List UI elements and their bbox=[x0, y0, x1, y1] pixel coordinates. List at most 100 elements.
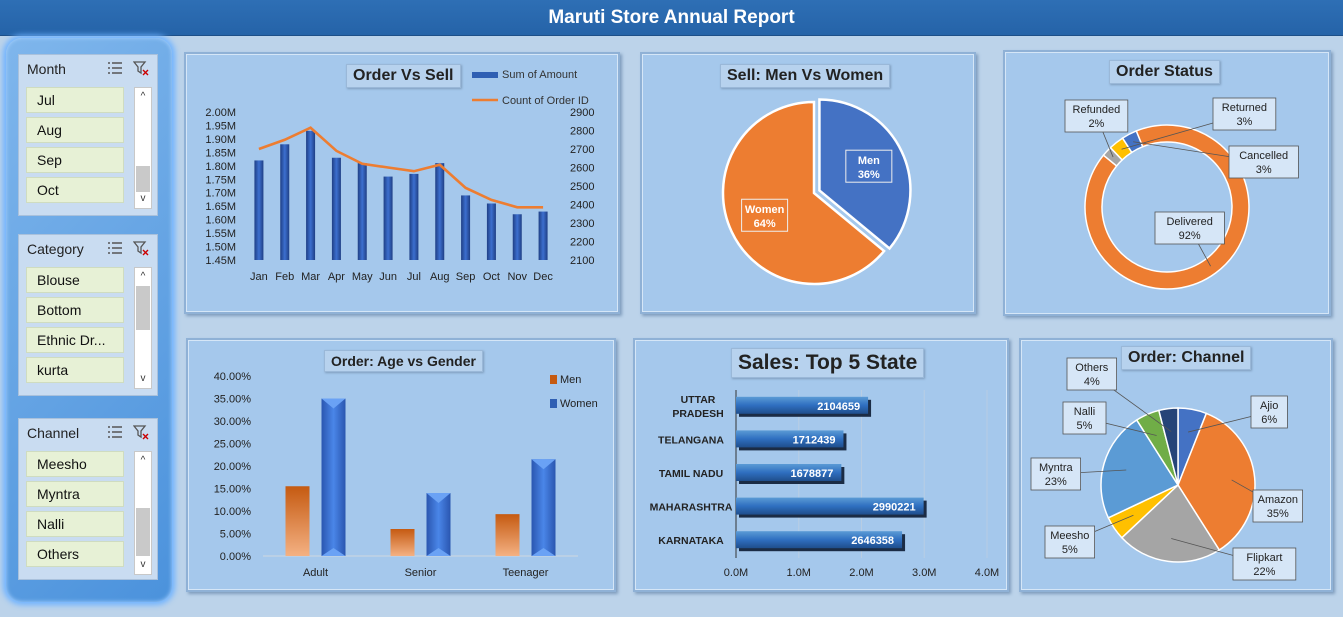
bar bbox=[435, 163, 445, 260]
multi-select-icon[interactable] bbox=[107, 241, 123, 255]
slicer-title: Category bbox=[27, 241, 84, 257]
x-tick-label: Dec bbox=[533, 271, 553, 283]
slicer-item[interactable]: kurta bbox=[26, 357, 124, 383]
slicer-item[interactable]: Myntra bbox=[26, 481, 124, 507]
slicer-item[interactable]: Nalli bbox=[26, 511, 124, 537]
slicer-item[interactable]: Ethnic Dr... bbox=[26, 327, 124, 353]
pie-slice bbox=[1177, 412, 1256, 552]
data-label: Ajio bbox=[1260, 400, 1278, 412]
top5-state-card: 0.0M 1.0M 2.0M 3.0M 4.0M 2104659 UTTAR PRADESH 1… bbox=[633, 338, 1009, 592]
slicer-item[interactable]: Aug bbox=[26, 117, 124, 143]
slicer-title: Channel bbox=[27, 425, 80, 441]
y-tick-label: 0.00% bbox=[220, 551, 251, 563]
slicer-item[interactable]: Oct bbox=[26, 177, 124, 203]
y-tick-label: 15.00% bbox=[214, 484, 252, 496]
bar bbox=[426, 493, 451, 556]
y-tick-label: 35.00% bbox=[214, 394, 252, 406]
scroll-down-icon[interactable]: v bbox=[140, 373, 146, 384]
bar bbox=[736, 531, 903, 549]
bar bbox=[531, 459, 556, 556]
order-channel-chart: Ajio 6% Amazon 35% Flipkart 22% Meesho 5% Myntra… bbox=[1030, 357, 1303, 581]
channel-slicer: Channel Meesho Myntra Nalli Others ^ v bbox=[18, 418, 158, 580]
data-label-box bbox=[1064, 99, 1129, 133]
men-vs-women-card: Men 36% Women 64% Sell: Men Vs Women bbox=[640, 52, 976, 314]
data-label: 23% bbox=[1045, 476, 1067, 488]
bar bbox=[254, 160, 264, 260]
scroll-up-icon[interactable]: ^ bbox=[140, 455, 146, 466]
chart-title: Order: Channel bbox=[1121, 346, 1252, 370]
slicer-item[interactable]: Others bbox=[26, 541, 124, 567]
data-label: Amazon bbox=[1258, 494, 1298, 506]
scroll-thumb[interactable] bbox=[136, 286, 150, 330]
men-vs-women-chart: Men 36% Women 64% bbox=[721, 98, 912, 286]
y-tick-label: TELANGANA bbox=[658, 434, 724, 446]
legend-swatch bbox=[472, 72, 498, 78]
chart-title: Sell: Men Vs Women bbox=[720, 64, 891, 88]
data-label: Nalli bbox=[1074, 406, 1095, 418]
legend-swatch bbox=[550, 375, 557, 384]
bar bbox=[736, 430, 844, 448]
y2-tick-label: 2500 bbox=[570, 181, 594, 193]
data-label: 2990221 bbox=[873, 502, 916, 514]
data-label-box bbox=[1030, 457, 1081, 491]
slicer-item[interactable]: Sep bbox=[26, 147, 124, 173]
data-label-box bbox=[1232, 547, 1297, 581]
data-label-box bbox=[741, 198, 789, 232]
y2-tick-label: 2200 bbox=[570, 237, 594, 249]
bar bbox=[306, 130, 316, 260]
x-tick-label: Apr bbox=[328, 271, 345, 283]
data-label: 2% bbox=[1088, 118, 1104, 130]
data-label: 2646358 bbox=[851, 535, 894, 547]
scroll-up-icon[interactable]: ^ bbox=[140, 271, 146, 282]
clear-filter-icon[interactable] bbox=[133, 60, 149, 76]
multi-select-icon[interactable] bbox=[107, 61, 123, 75]
pie-slice bbox=[1100, 418, 1180, 519]
scroll-up-icon[interactable]: ^ bbox=[140, 91, 146, 102]
y-tick-label: PRADESH bbox=[672, 408, 723, 420]
slicer-header: Category bbox=[19, 235, 157, 263]
slicer-scrollbar[interactable]: ^ v bbox=[134, 267, 152, 389]
bar bbox=[390, 529, 415, 556]
x-tick-label: 2.0M bbox=[849, 567, 873, 579]
y-tick-label: 40.00% bbox=[214, 371, 252, 383]
data-label: Returned bbox=[1222, 102, 1267, 114]
clear-filter-icon[interactable] bbox=[133, 424, 149, 440]
slicer-item[interactable]: Blouse bbox=[26, 267, 124, 293]
x-tick-label: Senior bbox=[405, 567, 437, 579]
report-title: Maruti Store Annual Report bbox=[548, 6, 795, 28]
slicer-item[interactable]: Jul bbox=[26, 87, 124, 113]
order-vs-sell-card: 2.00M 1.95M 1.90M 1.85M 1.80M 1.75M 1.70M 1.65M… bbox=[184, 52, 620, 314]
multi-select-icon[interactable] bbox=[107, 425, 123, 439]
category-slicer: Category Blouse Bottom Ethnic Dr... kurt… bbox=[18, 234, 158, 396]
bar bbox=[280, 144, 290, 260]
data-label: Men bbox=[858, 155, 880, 167]
legend-swatch bbox=[550, 399, 557, 408]
y-tick-label: 1.45M bbox=[205, 255, 236, 267]
scroll-down-icon[interactable]: v bbox=[140, 559, 146, 570]
scroll-thumb[interactable] bbox=[136, 508, 150, 556]
pie-slice bbox=[1157, 407, 1179, 486]
y-tick-label: 20.00% bbox=[214, 461, 252, 473]
bar bbox=[409, 173, 419, 260]
x-tick-label: Mar bbox=[301, 271, 320, 283]
slicer-scrollbar[interactable]: ^ v bbox=[134, 87, 152, 209]
x-tick-label: Nov bbox=[507, 271, 527, 283]
donut-slice bbox=[1121, 129, 1144, 154]
data-label: Meesho bbox=[1050, 530, 1089, 542]
data-label-box bbox=[1154, 211, 1225, 245]
bar-cap bbox=[531, 459, 556, 470]
data-label: Delivered bbox=[1166, 216, 1212, 228]
slicer-scrollbar[interactable]: ^ v bbox=[134, 451, 152, 575]
clear-filter-icon[interactable] bbox=[133, 240, 149, 256]
slicer-item[interactable]: Meesho bbox=[26, 451, 124, 477]
bar-cap bbox=[426, 493, 451, 503]
slicer-item[interactable]: Bottom bbox=[26, 297, 124, 323]
scroll-down-icon[interactable]: v bbox=[140, 193, 146, 204]
chart-title: Order: Age vs Gender bbox=[324, 350, 483, 372]
bar bbox=[285, 486, 310, 556]
scroll-thumb[interactable] bbox=[136, 166, 150, 192]
pie-slice bbox=[721, 100, 886, 286]
data-label: 5% bbox=[1062, 544, 1078, 556]
chart-title: Order Vs Sell bbox=[346, 64, 461, 88]
y-tick-label: 1.90M bbox=[205, 134, 236, 146]
